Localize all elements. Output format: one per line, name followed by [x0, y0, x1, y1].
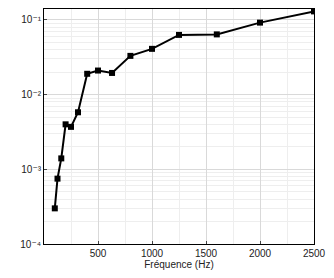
svg-text:Fréquence (Hz): Fréquence (Hz) [144, 259, 213, 270]
svg-text:500: 500 [90, 248, 107, 259]
svg-text:2500: 2500 [303, 248, 326, 259]
svg-text:10⁻¹: 10⁻¹ [21, 14, 41, 25]
svg-text:10⁻³: 10⁻³ [21, 164, 41, 175]
svg-text:10⁻²: 10⁻² [21, 89, 41, 100]
svg-text:2000: 2000 [249, 248, 272, 259]
svg-text:10⁻⁴: 10⁻⁴ [20, 239, 41, 250]
svg-text:1000: 1000 [141, 248, 164, 259]
svg-text:1500: 1500 [195, 248, 218, 259]
